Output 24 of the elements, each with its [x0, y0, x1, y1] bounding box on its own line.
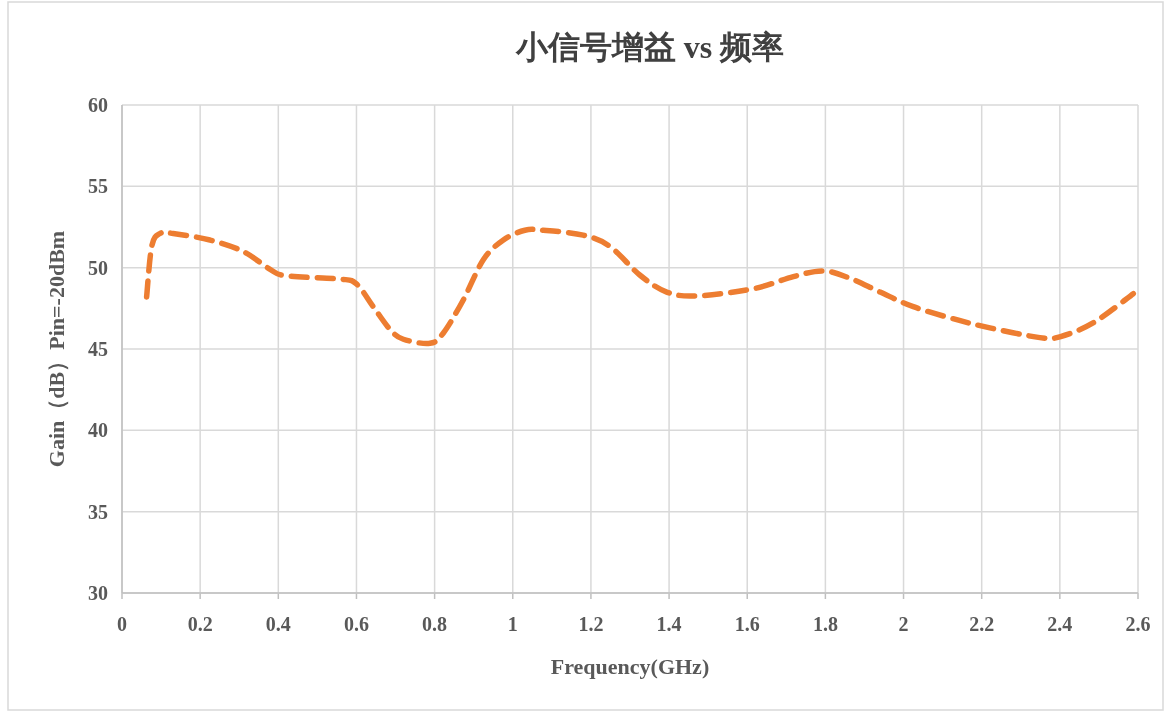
x-tick-label: 2: [898, 613, 909, 635]
x-tick-label: 0.2: [187, 613, 213, 635]
y-tick-label: 55: [88, 175, 108, 198]
y-tick-label: 40: [88, 419, 108, 442]
x-tick-label: 2.6: [1125, 613, 1151, 635]
x-tick-label: 0.6: [343, 613, 369, 635]
y-tick-label: 50: [88, 256, 108, 279]
x-axis-title: Frequency(GHz): [550, 654, 710, 679]
x-tick-label: 0.8: [422, 613, 448, 635]
y-axis-title: Gain（dB）Pin=-20dBm: [44, 230, 69, 468]
y-tick-label: 30: [88, 582, 108, 604]
x-tick-label: 1.4: [656, 613, 682, 635]
x-tick-label: 1.2: [578, 613, 604, 635]
x-tick-label: 2.2: [969, 613, 995, 635]
x-tick-label: 0: [117, 613, 127, 635]
x-tick-label: 0.4: [265, 613, 291, 635]
y-tick-label: 60: [88, 94, 108, 116]
y-tick-label: 45: [88, 338, 108, 360]
x-tick-label: 1.6: [734, 613, 760, 635]
x-tick-label: 1.8: [812, 613, 838, 635]
chart-title: 小信号增益 vs 频率: [514, 29, 785, 65]
x-tick-label: 1: [507, 613, 518, 635]
x-tick-label: 2.4: [1047, 613, 1073, 635]
y-tick-label: 35: [88, 500, 108, 523]
